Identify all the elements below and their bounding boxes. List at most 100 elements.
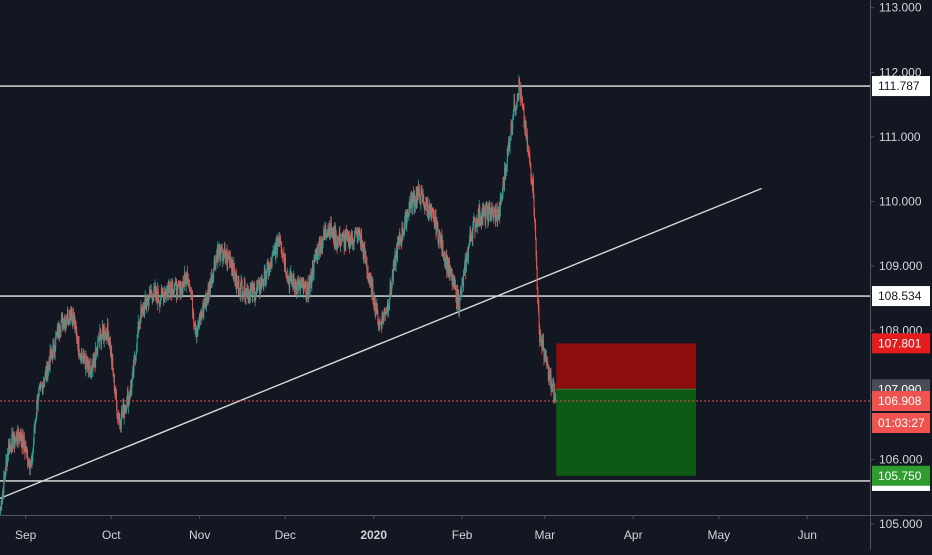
candle-body	[270, 260, 272, 265]
candle-body	[158, 299, 160, 303]
candle-body	[537, 302, 539, 305]
trendline[interactable]	[0, 187, 762, 500]
time-axis-panel[interactable]	[0, 515, 932, 550]
candle-body	[487, 215, 489, 223]
level-price-label-bg[interactable]	[872, 76, 930, 97]
candle-body	[414, 196, 416, 205]
target-price-label-bg[interactable]	[872, 465, 930, 486]
candle-body	[351, 238, 353, 243]
candle-body	[172, 293, 174, 295]
candle-body	[437, 221, 439, 229]
candle-body	[171, 286, 173, 295]
candle-body	[123, 404, 125, 418]
candle-body	[390, 289, 392, 291]
candle-body	[504, 167, 506, 176]
candle-body	[2, 490, 4, 495]
candle-body	[420, 189, 422, 192]
candle-body	[292, 279, 294, 289]
candle-body	[434, 216, 436, 224]
candle-body	[326, 235, 328, 237]
price-tick-label: 110.000	[879, 194, 922, 208]
candle-body	[430, 208, 432, 214]
candle-body	[151, 294, 153, 301]
candle-body	[529, 164, 531, 168]
candle-body	[132, 367, 134, 373]
take-profit-zone[interactable]	[556, 389, 696, 476]
countdown-label-bg[interactable]	[872, 413, 930, 434]
candle-body	[11, 433, 13, 436]
candle-body	[524, 123, 526, 127]
candle-body	[15, 437, 17, 441]
candle-body	[70, 311, 72, 319]
candle-body	[179, 286, 181, 291]
candle-body	[384, 309, 386, 312]
candle-body	[233, 263, 235, 279]
candle-body	[430, 208, 432, 214]
candle-body	[533, 209, 535, 221]
candle-body	[213, 260, 215, 269]
candle-body	[484, 205, 486, 214]
candle-body	[35, 415, 37, 422]
candle-body	[421, 191, 423, 194]
candle-body	[432, 211, 434, 213]
candle-body	[550, 375, 552, 389]
candle-body	[69, 310, 71, 320]
candle-body	[153, 286, 155, 290]
candle-body	[75, 320, 77, 327]
candle-body	[407, 216, 409, 218]
candle-body	[389, 299, 391, 304]
candle-body	[422, 195, 424, 202]
candle-body	[366, 263, 368, 273]
candle-body	[508, 142, 510, 148]
stop-price-label-bg[interactable]	[872, 333, 930, 354]
price-tick-label: 109.000	[879, 259, 923, 273]
candle-body	[450, 267, 452, 270]
candle-body	[190, 289, 192, 294]
candle-body	[353, 241, 355, 245]
candle-body	[125, 409, 127, 413]
candle-body	[81, 351, 83, 356]
candle-body	[134, 356, 136, 359]
candle-body	[233, 263, 235, 273]
candle-body	[376, 304, 378, 311]
candle-body	[501, 193, 503, 195]
candle-body	[439, 233, 441, 238]
candle-body	[410, 193, 412, 199]
candle-body	[64, 318, 66, 324]
candle-body	[145, 302, 147, 306]
candle-body	[491, 207, 493, 219]
candle-body	[321, 239, 323, 248]
candle-body	[302, 281, 304, 285]
candle-body	[540, 335, 542, 341]
candle-body	[379, 321, 381, 323]
candle-body	[12, 433, 14, 449]
candle-body	[347, 232, 349, 237]
candle-body	[122, 404, 124, 413]
candle-body	[291, 281, 293, 284]
candle-body	[55, 334, 57, 337]
stop-loss-zone[interactable]	[556, 343, 696, 390]
candle-body	[375, 307, 377, 314]
candle-body	[118, 419, 120, 421]
candle-body	[324, 228, 326, 235]
candle-body	[50, 350, 52, 355]
candle-body	[367, 271, 369, 279]
candle-body	[1, 503, 3, 511]
candle-body	[272, 255, 274, 257]
level-price-label-bg[interactable]	[872, 286, 930, 307]
candle-body	[316, 249, 318, 260]
candle-body	[100, 332, 102, 345]
candle-body	[187, 277, 189, 280]
candle-body	[83, 351, 85, 360]
candle-body	[7, 454, 9, 466]
candle-body	[58, 323, 60, 334]
candle-body	[9, 444, 11, 446]
candle-body	[106, 335, 108, 341]
current-price-label-bg[interactable]	[872, 391, 930, 412]
candle-body	[387, 303, 389, 312]
candle-body	[444, 254, 446, 266]
candle-body	[338, 237, 340, 242]
candle-body	[229, 256, 231, 262]
